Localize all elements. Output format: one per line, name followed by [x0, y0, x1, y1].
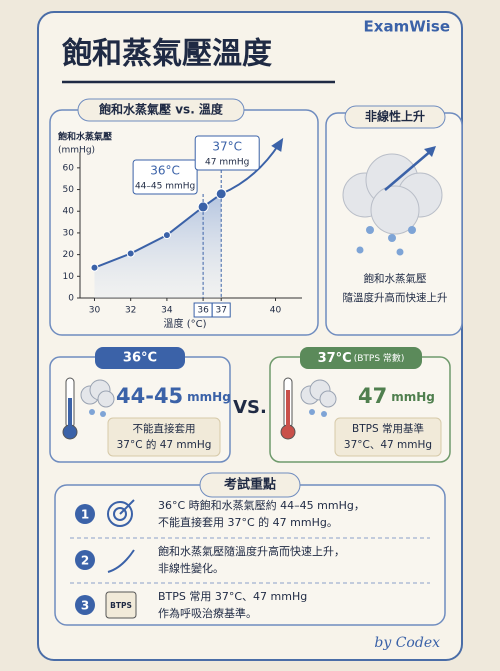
left-header-pill	[95, 347, 185, 369]
left-note: 37°C 的 47 mmHg	[117, 438, 212, 451]
right-value: 47 mmHg	[358, 384, 435, 408]
title: 飽和蒸氣壓溫度	[62, 37, 272, 72]
number-badge	[75, 504, 95, 524]
key-text: 不能直接套用 37°C 的 47 mmHg。	[158, 515, 338, 529]
annotation-label: 36°C	[150, 164, 180, 178]
area	[94, 193, 222, 298]
clipboard-icon	[105, 591, 137, 619]
key-text: BTPS 常用 37°C、47 mmHg	[158, 590, 307, 603]
trend-icon	[107, 549, 135, 573]
drops	[356, 226, 416, 256]
thermometer-level	[68, 398, 72, 430]
vs: VS.	[233, 397, 267, 418]
annotation-sub: 44–45 mmHg	[135, 182, 195, 192]
drop	[100, 411, 106, 417]
small-cloud	[80, 379, 115, 408]
chart-title-pill	[77, 98, 245, 122]
brand: ExamWise	[364, 18, 450, 36]
curve-extension	[220, 143, 281, 195]
header-sub: (BTPS 常數)	[354, 352, 405, 364]
key-points-title: 考試重點	[224, 477, 276, 493]
side-line: 隨溫度升高而快速上升	[343, 291, 448, 304]
cloud-icon	[342, 153, 443, 235]
x-tick-label: 30	[89, 306, 101, 316]
chart-title: 飽和水蒸氣壓 vs. 溫度	[98, 102, 224, 117]
point	[126, 249, 135, 258]
key-items: 1 36°C 時飽和水蒸氣壓約 44–45 mmHg， 不能直接套用 37°C 的 …	[75, 498, 365, 620]
x-tick-label: 32	[125, 306, 136, 316]
key-text: 飽和水蒸氣壓隨溫度升高而快速上升，	[158, 544, 345, 558]
x-tick-label: 40	[270, 306, 282, 316]
rise-arrow	[384, 149, 433, 191]
thermometer-level	[286, 390, 290, 430]
annotation-label: 37°C	[212, 140, 242, 154]
unit: mmHg	[187, 390, 231, 404]
y-label: 飽和水蒸氣壓	[57, 131, 112, 143]
left-value: 44-45 mmHg	[116, 384, 231, 408]
y-tick-label: 20	[63, 250, 75, 260]
y-tick-label: 30	[63, 228, 75, 238]
left-note-box	[107, 417, 221, 457]
number: 2	[81, 554, 89, 568]
number-badge	[75, 550, 95, 570]
y-unit: (mmHg)	[58, 146, 95, 156]
y-tick-label: 60	[63, 163, 75, 173]
right-header: 37°C (BTPS 常數)	[318, 351, 405, 366]
value: 44-45	[116, 384, 183, 408]
left-header: 36°C	[123, 351, 157, 366]
clipboard-label: BTPS	[110, 601, 132, 610]
drop	[309, 409, 315, 415]
side-title-pill	[344, 105, 446, 129]
key-text: 36°C 時飽和水蒸氣壓約 44–45 mmHg，	[158, 498, 365, 512]
curve-arrowhead	[271, 137, 284, 152]
y-tick-label: 40	[63, 207, 75, 217]
x-tick-label: 34	[161, 306, 173, 316]
small-cloud	[300, 379, 337, 408]
number: 3	[81, 599, 89, 613]
side-title: 非線性上升	[365, 109, 425, 124]
left-note: 不能直接套用	[133, 422, 196, 435]
chart: 0 10 20 30 40 50 60 30 32 34 36 37 40 36°C 44–45 mmHg 3…	[63, 135, 302, 318]
drop	[321, 411, 327, 417]
x-tick-box	[211, 302, 231, 318]
footer: by Codex	[374, 635, 440, 651]
annotation-box	[132, 159, 198, 195]
drop	[89, 409, 95, 415]
number-badge	[75, 595, 95, 615]
number: 1	[81, 508, 89, 522]
right-note-box	[334, 417, 442, 457]
y-tick-label: 10	[63, 272, 75, 282]
x-tick-label: 37	[215, 306, 226, 316]
x-label: 溫度 (°C)	[164, 317, 207, 330]
y-tick-label: 0	[68, 294, 74, 304]
header: 37°C	[318, 351, 352, 366]
key-points-pill	[199, 472, 301, 498]
value: 47	[358, 384, 387, 408]
y-tick-label: 50	[63, 185, 75, 195]
annotation-sub: 47 mmHg	[205, 158, 249, 168]
point	[90, 263, 99, 272]
target-icon	[107, 499, 135, 527]
unit: mmHg	[391, 390, 435, 404]
point	[162, 231, 171, 240]
key-text: 非線性變化。	[158, 561, 224, 575]
side-line: 飽和水蒸氣壓	[364, 272, 427, 285]
right-note: BTPS 常用基準	[352, 422, 424, 435]
annotation-box	[194, 135, 260, 171]
right-note: 37°C、47 mmHg	[344, 439, 432, 451]
x-tick-label: 36	[197, 306, 209, 316]
right-header-pill	[300, 347, 422, 369]
key-text: 作為呼吸治療基準。	[158, 606, 257, 620]
rise-arrowhead	[424, 146, 436, 157]
